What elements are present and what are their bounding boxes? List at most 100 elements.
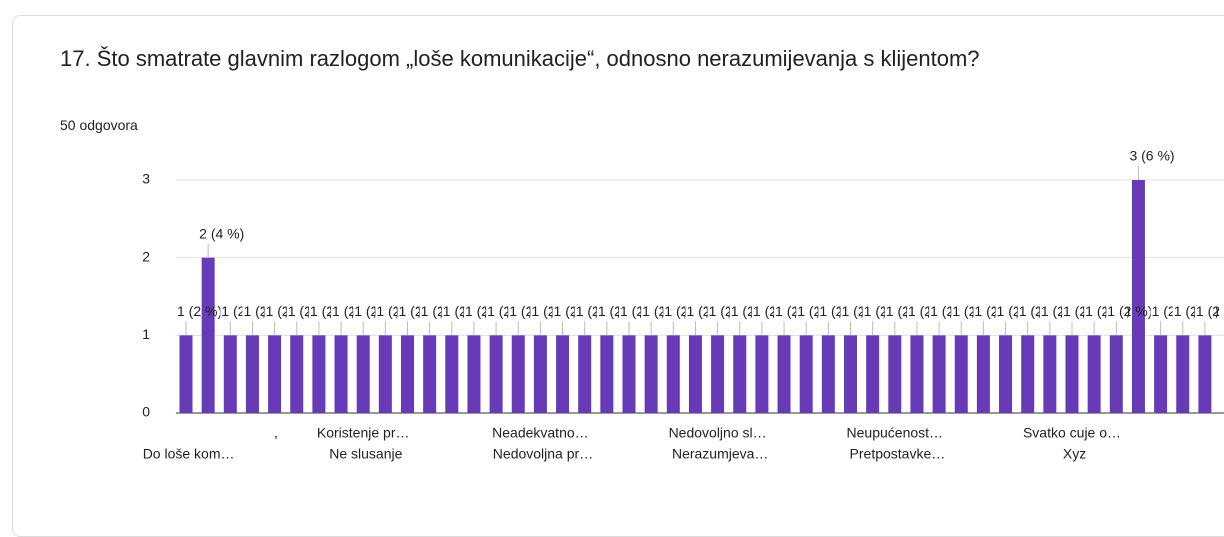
bar [445,335,459,413]
data-label-bg [729,303,751,322]
bar [821,335,835,413]
bar [1109,335,1123,413]
question-title: 17. Što smatrate glavnim razlogom „loše … [60,46,980,71]
bar [1198,335,1212,413]
bar [910,335,924,413]
x-tick-label: Xyz [1063,446,1086,462]
bar [932,335,946,413]
chart: 0 1 2 3, Do loše kom… Koristenje pr… Ne slusan… [142,148,1224,462]
data-label-bg [1084,303,1106,322]
data-label: 1 (2 %) [177,303,222,319]
bar [755,335,769,413]
data-label-bg [242,303,264,322]
bar [844,335,857,413]
y-tick-label: 0 [142,404,150,420]
data-label-bg [419,303,441,322]
data-label-bg [596,303,618,322]
data-label-bg [619,303,640,322]
bar [511,335,525,413]
bar [556,335,570,413]
data-label-bg [530,303,552,322]
bar [711,335,725,413]
bar [644,335,658,413]
x-tick-label: Ne slusanje [329,446,402,462]
data-label-bg [574,303,596,322]
data-label-bg [1172,303,1194,322]
data-label-bg [884,303,906,322]
data-label-bg [353,303,375,322]
data-label-bg [995,303,1017,322]
bar [378,335,392,413]
bar [999,335,1013,413]
data-label-bg [951,303,973,322]
bar [976,335,990,413]
x-tick-label: Neupućenost… [847,425,944,441]
data-label-bg [906,303,928,322]
data-label-bg [1194,303,1216,322]
data-label-bg [641,303,663,322]
bar [533,335,547,413]
x-tick-label: Koristenje pr… [317,425,410,441]
data-label-bg [862,303,884,322]
page: 17. Što smatrate glavnim razlogom „loše … [12,15,1224,537]
data-label-bg [375,303,397,322]
bar [401,335,414,413]
data-label-bg [774,303,796,322]
bar [334,335,348,413]
data-label-bg [663,303,685,322]
bar [245,335,259,413]
bar [290,335,304,413]
data-label-bg [840,303,862,322]
data-label-bg [973,303,995,322]
bar [1154,335,1168,413]
data-label-bg [1017,303,1039,322]
data-label-bg [463,303,485,322]
bar [799,335,813,413]
data-label: 2 (4 %) [199,225,244,241]
x-tick-label: Nerazumjeva… [672,446,768,462]
data-label-bg [308,303,330,322]
data-label-bg [1128,148,1187,166]
bar [1176,335,1190,413]
bar [312,335,326,413]
data-label-bg [264,303,286,322]
bar [201,257,215,413]
data-label-bg [220,303,242,322]
data-label-bg [286,303,308,322]
data-label-bg [707,303,729,322]
data-label-bg [176,303,197,322]
x-tick-label: Do loše kom… [143,446,235,462]
bar [1087,335,1101,413]
data-label-bg [685,303,707,322]
bar [356,335,370,413]
data-label: 1 (2 %) [1196,303,1224,319]
data-label-bg [929,303,951,322]
data-label-bg [441,303,463,322]
bar [888,335,902,413]
data-label-bg [486,303,508,322]
data-label-bg [1150,303,1172,322]
response-count: 50 odgovora [60,117,138,133]
bar [467,335,481,413]
bar [1021,335,1035,413]
bar [688,335,702,413]
bar [600,335,614,413]
y-tick-label: 3 [142,171,150,187]
x-tick-label: , [274,425,278,441]
data-label: 3 (6 %) [1129,148,1174,164]
bar [1043,335,1057,413]
bar [733,335,747,413]
bar [1065,335,1079,413]
bar [666,335,680,413]
x-tick-label: Neadekvatno… [492,425,589,441]
bar [179,335,193,413]
x-tick-label: Nedovoljno sl… [669,425,767,441]
data-label-bg [1039,303,1061,322]
data-label-bg [552,303,574,322]
bar [268,335,282,413]
data-label-bg [331,303,353,322]
data-label: 1 (2 %) [1107,303,1152,319]
bar [622,335,636,413]
bar [777,335,791,413]
data-label-bg [796,303,818,322]
